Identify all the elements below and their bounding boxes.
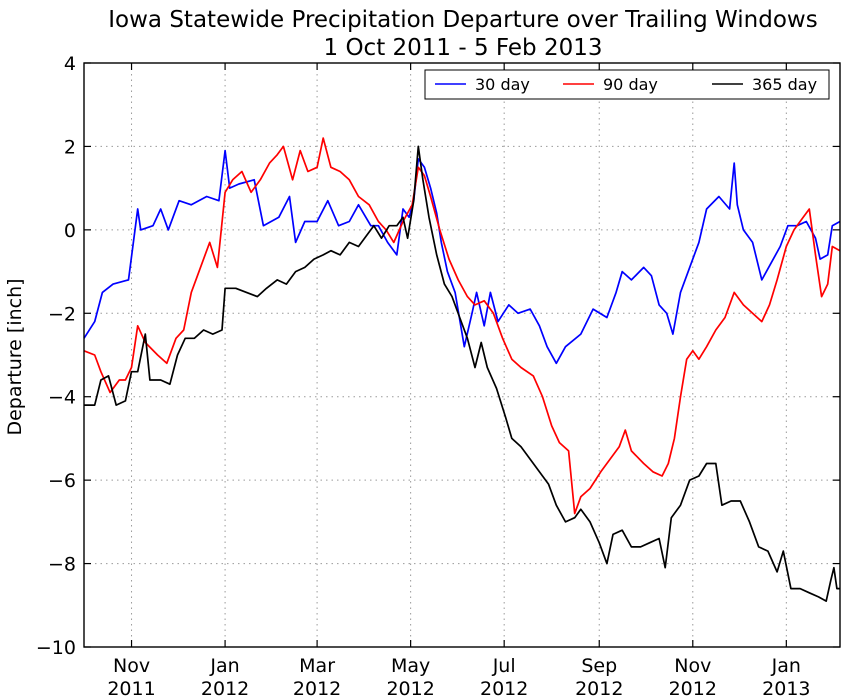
x-tick-month-2: Mar bbox=[299, 655, 335, 677]
legend-label-90-day: 90 day bbox=[603, 75, 658, 94]
series-line-90-day bbox=[83, 137, 841, 515]
y-tick-label-7: −10 bbox=[36, 637, 76, 659]
legend: 30 day 90 day 365 day bbox=[424, 69, 830, 100]
x-tick-month-1: Jan bbox=[209, 655, 239, 677]
x-tick-year-0: 2011 bbox=[107, 678, 155, 700]
series-layer bbox=[83, 137, 841, 602]
x-tick-month-7: Jan bbox=[771, 655, 801, 677]
x-tick-year-3: 2012 bbox=[386, 678, 434, 700]
x-tick-month-4: Jul bbox=[492, 655, 516, 677]
y-tick-label-1: 2 bbox=[64, 136, 76, 158]
y-tick-label-0: 4 bbox=[64, 53, 76, 75]
legend-label-365-day: 365 day bbox=[752, 75, 817, 94]
legend-label-30-day: 30 day bbox=[475, 75, 530, 94]
series-line-365-day bbox=[84, 145, 840, 602]
y-axis-label: Departure [inch] bbox=[4, 278, 26, 435]
tick-layer: 420−2−4−6−8−10Nov2011Jan2012Mar2012May20… bbox=[36, 53, 840, 700]
y-tick-label-2: 0 bbox=[64, 220, 76, 242]
y-tick-label-5: −6 bbox=[48, 470, 76, 492]
x-tick-year-4: 2012 bbox=[480, 678, 528, 700]
x-tick-year-5: 2012 bbox=[575, 678, 623, 700]
series-line-30-day bbox=[83, 149, 841, 365]
y-tick-label-4: −4 bbox=[48, 387, 76, 409]
x-tick-month-3: May bbox=[391, 655, 430, 677]
x-tick-year-7: 2013 bbox=[762, 678, 810, 700]
chart-title: Iowa Statewide Precipitation Departure o… bbox=[108, 7, 817, 33]
y-tick-label-3: −2 bbox=[48, 303, 76, 325]
chart-subtitle: 1 Oct 2011 - 5 Feb 2013 bbox=[324, 35, 603, 61]
x-tick-year-6: 2012 bbox=[669, 678, 717, 700]
y-tick-label-6: −8 bbox=[48, 554, 76, 576]
plot-frame bbox=[83, 62, 841, 648]
x-tick-month-0: Nov bbox=[113, 655, 150, 677]
legend-box bbox=[424, 69, 830, 100]
x-tick-year-2: 2012 bbox=[293, 678, 341, 700]
x-tick-year-1: 2012 bbox=[201, 678, 249, 700]
x-tick-month-5: Sep bbox=[581, 655, 617, 677]
grid-layer bbox=[84, 63, 840, 647]
x-tick-month-6: Nov bbox=[674, 655, 711, 677]
